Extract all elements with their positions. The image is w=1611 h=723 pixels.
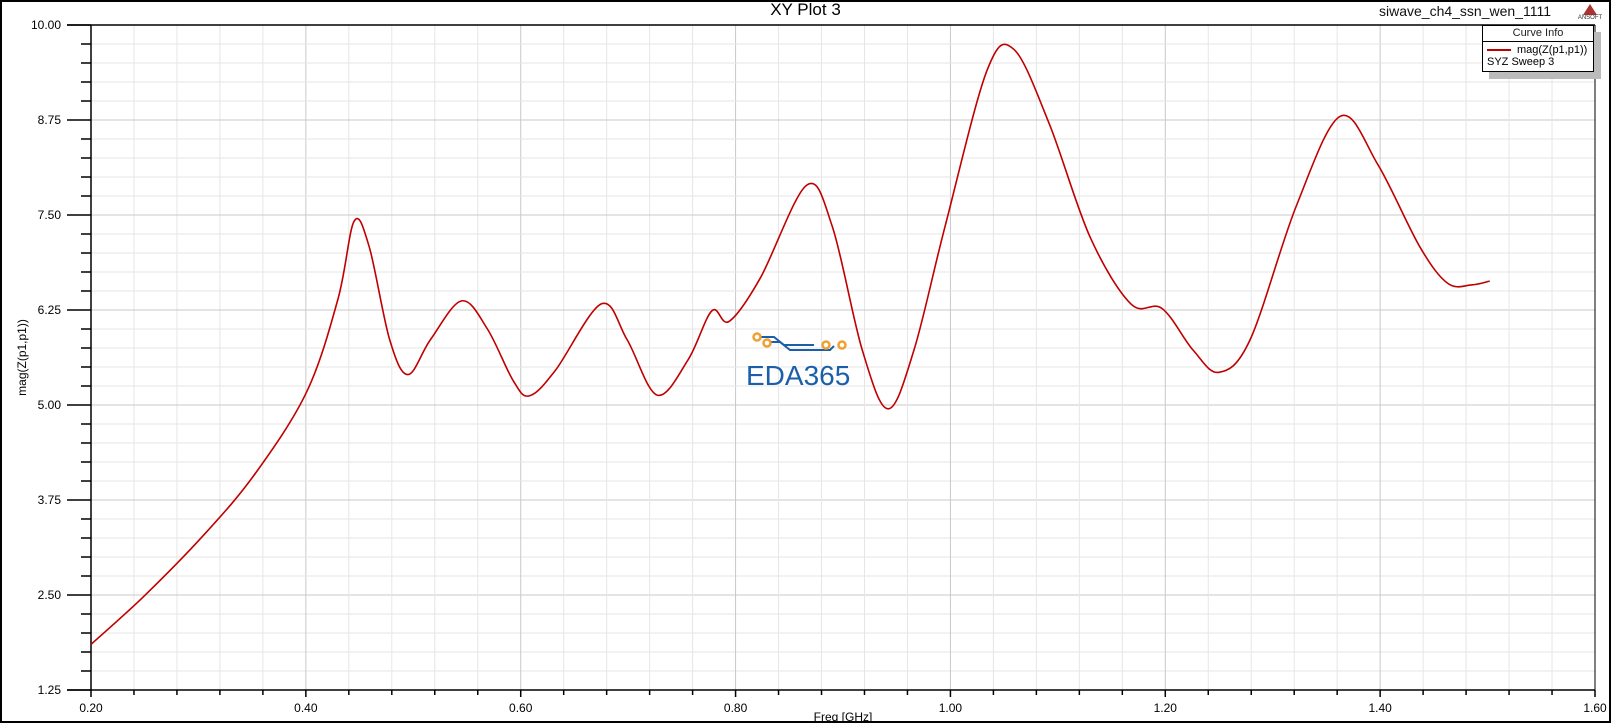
legend-header: Curve Info: [1483, 26, 1593, 42]
x-tick-label: 1.20: [1154, 701, 1178, 715]
curve-info-legend[interactable]: Curve Info mag(Z(p1,p1)) SYZ Sweep 3: [1482, 25, 1594, 72]
legend-series-label: mag(Z(p1,p1)): [1517, 44, 1588, 56]
watermark-text: EDA365: [746, 360, 851, 391]
x-tick-label: 0.80: [724, 701, 748, 715]
legend-entry[interactable]: mag(Z(p1,p1)): [1483, 42, 1593, 56]
y-tick-label: 10.00: [31, 18, 61, 32]
x-tick-label: 0.40: [294, 701, 318, 715]
project-name: siwave_ch4_ssn_wen_1111: [1378, 3, 1551, 19]
x-tick-label: 1.00: [939, 701, 963, 715]
legend-sweep: SYZ Sweep 3: [1487, 56, 1555, 68]
x-tick-label: 1.60: [1583, 701, 1607, 715]
y-tick-label: 3.75: [38, 493, 62, 507]
y-tick-label: 6.25: [38, 303, 62, 317]
legend-swatch: [1487, 49, 1511, 51]
y-tick-label: 5.00: [38, 398, 62, 412]
plot-title: XY Plot 3: [770, 0, 841, 19]
x-tick-label: 0.20: [79, 701, 103, 715]
y-axis-label: mag(Z(p1,p1)): [15, 319, 29, 396]
circuit-trace-icon: [752, 332, 847, 351]
y-tick-label: 2.50: [38, 588, 62, 602]
series-line-mag-z11: [90, 43, 1490, 645]
x-tick-label: 1.40: [1368, 701, 1392, 715]
y-tick-label: 8.75: [38, 113, 62, 127]
y-tick-label: 7.50: [38, 208, 62, 222]
x-tick-label: 0.60: [509, 701, 533, 715]
x-axis-label: Freq [GHz]: [814, 710, 873, 723]
y-tick-label: 1.25: [38, 683, 62, 697]
ansoft-logo: ANSOFT: [1575, 4, 1605, 21]
